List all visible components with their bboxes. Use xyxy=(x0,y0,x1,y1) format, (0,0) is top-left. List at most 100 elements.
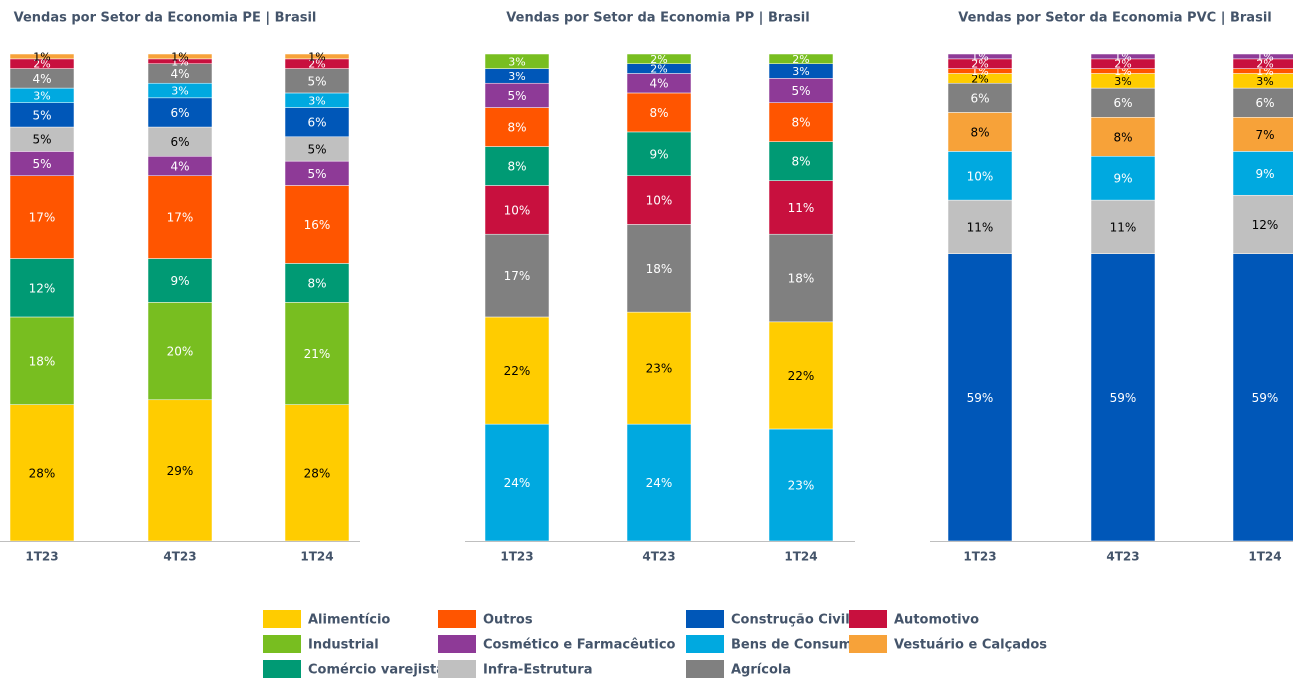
legend-label: Outros xyxy=(483,613,533,628)
bar-segment xyxy=(1232,253,1293,542)
data-label: 6% xyxy=(307,116,326,130)
data-label: 29% xyxy=(167,464,194,478)
data-label: 6% xyxy=(170,106,189,120)
data-label: 2% xyxy=(33,58,50,71)
legend-label: Infra-Estrutura xyxy=(483,663,592,678)
bar-segment xyxy=(947,53,1013,60)
data-label: 1% xyxy=(971,50,988,63)
data-label: 3% xyxy=(508,70,525,83)
legend-label: Industrial xyxy=(308,638,379,653)
bar-segment xyxy=(1090,156,1156,201)
data-label: 9% xyxy=(170,274,189,288)
bar-segment xyxy=(626,224,692,313)
data-label: 8% xyxy=(791,116,810,130)
bar-segment xyxy=(284,404,350,542)
data-label: 8% xyxy=(970,125,989,139)
legend-swatch xyxy=(438,610,476,628)
data-label: 1% xyxy=(308,50,325,63)
bar-segment xyxy=(947,112,1013,152)
legend-label: Automotivo xyxy=(894,613,979,628)
data-label: 2% xyxy=(792,53,809,66)
data-label: 22% xyxy=(788,369,815,383)
legend-swatch xyxy=(263,635,301,653)
data-label: 17% xyxy=(167,211,194,225)
data-label: 5% xyxy=(307,74,326,88)
data-label: 2% xyxy=(971,72,988,85)
x-tick-label: 1T24 xyxy=(1248,550,1281,564)
data-label: 4% xyxy=(32,72,51,86)
data-label: 5% xyxy=(307,167,326,181)
data-label: 23% xyxy=(646,362,673,376)
data-label: 8% xyxy=(507,160,526,174)
data-label: 4% xyxy=(649,77,668,91)
data-label: 8% xyxy=(307,276,326,290)
data-label: 9% xyxy=(1255,167,1274,181)
bar-segment xyxy=(284,160,350,186)
legend-swatch xyxy=(438,635,476,653)
data-label: 3% xyxy=(1114,75,1131,88)
data-label: 17% xyxy=(29,211,56,225)
bar-segment xyxy=(484,233,550,318)
x-tick-label: 4T23 xyxy=(163,550,196,564)
bar-segment xyxy=(768,233,834,323)
data-label: 1% xyxy=(171,50,188,63)
data-label: 6% xyxy=(170,135,189,149)
legend-swatch xyxy=(686,635,724,653)
data-label: 12% xyxy=(29,281,56,295)
bar-segment xyxy=(484,107,550,147)
bar-segment xyxy=(147,302,213,401)
bar-segment xyxy=(147,126,213,157)
data-label: 11% xyxy=(788,201,815,215)
chart-title: Vendas por Setor da Economia PE | Brasil xyxy=(14,11,317,26)
bar-segment xyxy=(947,253,1013,542)
data-label: 6% xyxy=(1255,96,1274,110)
bar-segment xyxy=(284,185,350,264)
data-label: 4% xyxy=(170,160,189,174)
data-label: 59% xyxy=(967,391,994,405)
chart-title: Vendas por Setor da Economia PP | Brasil xyxy=(506,11,809,26)
data-label: 20% xyxy=(167,345,194,359)
bar-segment xyxy=(484,53,550,69)
bar-segment xyxy=(284,107,350,138)
bar-segment xyxy=(284,136,350,162)
bar-segment xyxy=(1090,87,1156,118)
data-label: 8% xyxy=(1113,130,1132,144)
bar-segment xyxy=(626,131,692,176)
bar-segment xyxy=(147,53,213,60)
data-label: 2% xyxy=(971,58,988,71)
data-label: 7% xyxy=(1255,128,1274,142)
bar-segment xyxy=(947,151,1013,201)
data-label: 5% xyxy=(507,89,526,103)
bar-segment xyxy=(147,175,213,259)
legend-swatch xyxy=(263,610,301,628)
bar-segment xyxy=(9,151,75,176)
bar-segment xyxy=(626,53,692,64)
data-label: 10% xyxy=(504,203,531,217)
data-label: 3% xyxy=(308,94,325,107)
bar-segment xyxy=(284,68,350,94)
bar-segment xyxy=(947,82,1013,113)
data-label: 28% xyxy=(29,466,56,480)
bar-segment xyxy=(768,78,834,103)
data-label: 3% xyxy=(792,65,809,78)
data-label: 11% xyxy=(1110,220,1137,234)
bar-segment xyxy=(626,423,692,542)
bar-segment xyxy=(284,263,350,303)
bar-segment xyxy=(947,199,1013,254)
data-label: 10% xyxy=(967,169,994,183)
bar-segment xyxy=(1232,53,1293,60)
bar-segment xyxy=(626,175,692,225)
bar-segment xyxy=(1090,53,1156,60)
data-label: 24% xyxy=(504,476,531,490)
legend-label: Construção Civil xyxy=(731,613,850,628)
data-label: 16% xyxy=(304,218,331,232)
bar-segment xyxy=(626,92,692,133)
data-label: 21% xyxy=(304,347,331,361)
bar-segment xyxy=(147,399,213,542)
bar-segment xyxy=(484,316,550,425)
bar-segment xyxy=(1090,117,1156,157)
bar-segment xyxy=(768,428,834,542)
data-label: 28% xyxy=(304,466,331,480)
bar-segment xyxy=(484,185,550,235)
bar-segment xyxy=(9,404,75,542)
